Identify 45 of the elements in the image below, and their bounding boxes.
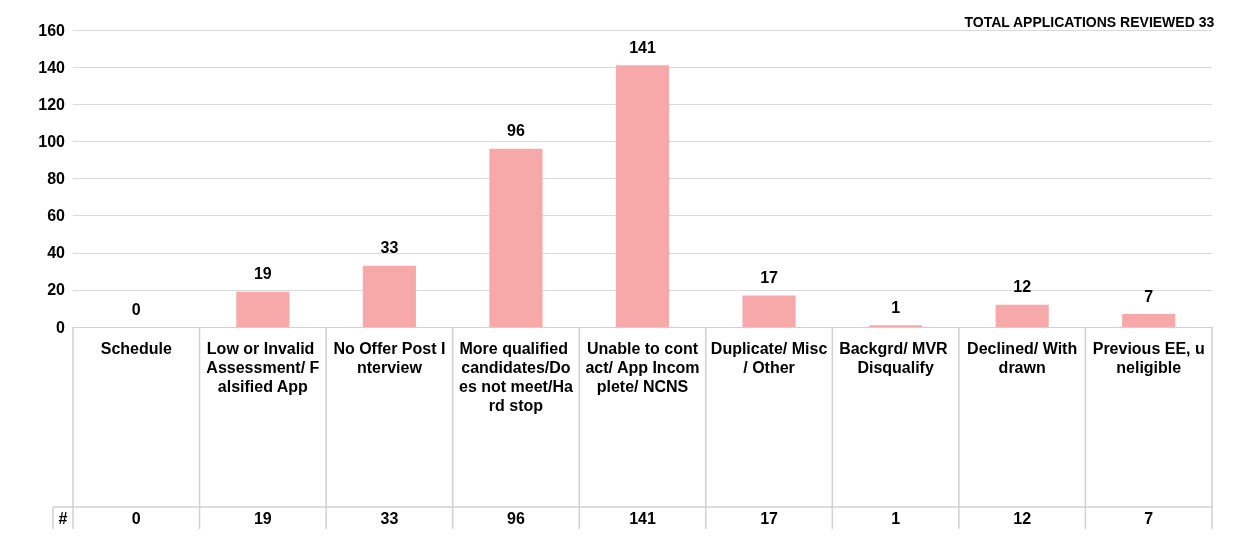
bar <box>1122 314 1176 327</box>
y-tick-label: 80 <box>47 170 66 187</box>
x-tick-label: No Offer Post Interview <box>333 340 446 376</box>
bar <box>236 291 290 327</box>
x-tick-label: Backgrd/ MVR Disqualify <box>839 340 953 376</box>
y-tick-label: 140 <box>38 58 66 76</box>
data-label: 7 <box>1144 509 1154 527</box>
y-tick-label: 60 <box>47 207 66 225</box>
bar <box>615 65 670 327</box>
data-label: 141 <box>629 509 656 527</box>
data-label: 1 <box>891 509 901 527</box>
text: # <box>58 509 68 527</box>
text: 19 <box>253 265 272 283</box>
x-tick-label: Declined/ Withdrawn <box>967 340 1078 376</box>
text: 17 <box>760 268 778 286</box>
data-label: 12 <box>1013 509 1032 527</box>
x-tick-label: Duplicate/ Misc/ Other <box>710 340 828 376</box>
x-tick-label: Schedule <box>100 340 172 357</box>
x-tick-label: Low or Invalid Assessment/ Falsified App <box>206 340 320 395</box>
x-tick-label: Unable to contact/ App Incomplete/ NCNS <box>585 340 700 395</box>
text: 141 <box>629 38 656 56</box>
bar <box>995 304 1049 327</box>
chart-title: TOTAL APPLICATIONS REVIEWED 33 <box>964 14 1215 30</box>
text: 12 <box>1013 278 1032 296</box>
text: 33 <box>380 239 399 257</box>
bar <box>362 265 416 327</box>
data-label: 17 <box>760 509 779 527</box>
text: 0 <box>131 300 141 318</box>
data-label: 33 <box>380 509 399 527</box>
y-tick-label: 40 <box>47 244 66 262</box>
data-label: 96 <box>507 509 525 527</box>
y-tick-label: 20 <box>47 281 66 299</box>
x-tick-label: More qualified candidates/Does not meet/Hard stop <box>459 340 573 414</box>
text: 96 <box>507 122 525 140</box>
bar <box>742 295 796 327</box>
text: 1 <box>891 298 901 316</box>
data-label: 19 <box>253 509 272 527</box>
bar <box>489 148 543 327</box>
y-tick-label: 120 <box>38 95 66 113</box>
data-label: 0 <box>131 509 141 527</box>
x-tick-label: Previous EE, uneligible <box>1092 340 1205 376</box>
y-tick-label: 160 <box>38 21 66 39</box>
y-tick-label: 100 <box>38 132 66 150</box>
y-tick-label: 0 <box>56 318 66 336</box>
text: 7 <box>1144 287 1154 305</box>
